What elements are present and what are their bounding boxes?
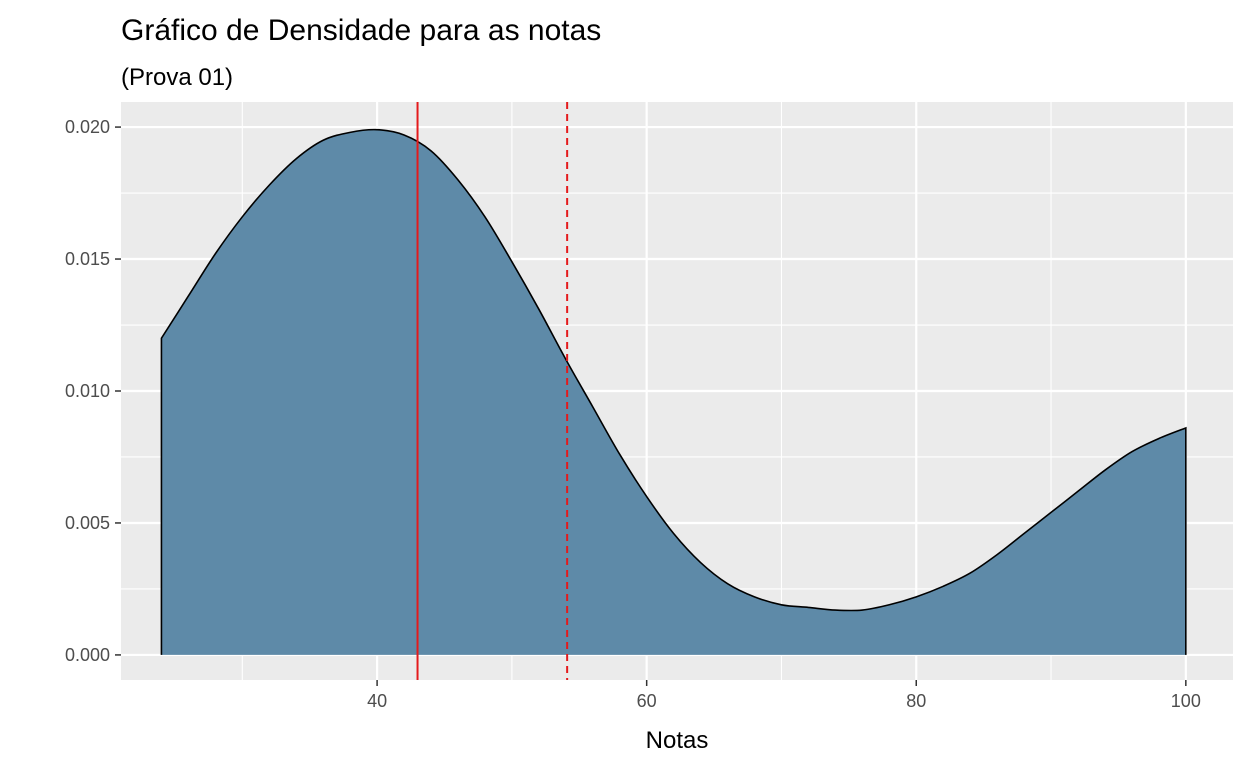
x-tick-label: 40	[367, 691, 387, 711]
x-axis: 40 60 80 100	[367, 680, 1201, 711]
density-curve	[160, 128, 1187, 655]
y-tick-label: 0.005	[65, 513, 110, 533]
y-tick-label: 0.020	[65, 117, 110, 137]
chart-subtitle: (Prova 01)	[121, 64, 233, 91]
x-tick-label: 60	[637, 691, 657, 711]
x-axis-title: Notas	[646, 727, 709, 754]
y-tick-label: 0.000	[65, 645, 110, 665]
chart-title: Gráfico de Densidade para as notas	[121, 14, 601, 47]
reference-lines	[416, 102, 569, 680]
y-axis: 0.000 0.005 0.010 0.015 0.020	[65, 117, 121, 665]
y-tick-label: 0.015	[65, 249, 110, 269]
y-tick-label: 0.010	[65, 381, 110, 401]
x-tick-label: 100	[1171, 691, 1201, 711]
x-tick-label: 80	[906, 691, 926, 711]
